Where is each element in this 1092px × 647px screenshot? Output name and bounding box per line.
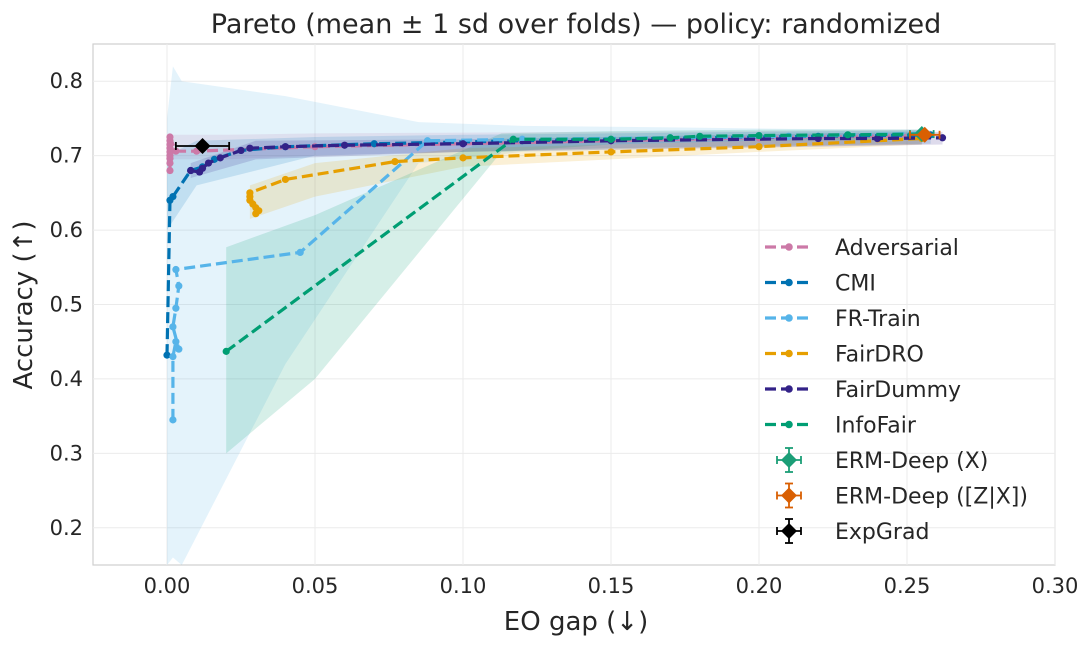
x-tick-label: 0.15: [588, 574, 635, 598]
fairdummy-point: [814, 134, 822, 143]
y-tick-label: 0.2: [50, 516, 83, 540]
x-tick-label: 0.20: [736, 574, 783, 598]
y-tick-label: 0.4: [50, 367, 83, 391]
fairdummy-line: [190, 136, 943, 174]
x-tick-label: 0.10: [440, 574, 487, 598]
fairdummy-point: [873, 134, 882, 143]
fr-train-point: [169, 323, 177, 331]
fairdummy-point: [237, 146, 245, 155]
expgrad-marker: [194, 137, 211, 154]
legend-cmi-label: CMI: [835, 272, 876, 297]
legend-erm-deep-x-marker: [781, 452, 797, 468]
y-tick-label: 0.6: [50, 218, 83, 242]
legend-erm-deep-z-x-label: ERM-Deep ([Z|X]): [835, 485, 1028, 510]
legend-adversarial-label: Adversarial: [835, 236, 959, 261]
x-tick-label: 0.00: [144, 574, 191, 598]
legend-fr-train-dot: [785, 314, 793, 322]
baseline-markers: [174, 126, 941, 154]
fr-train-point: [423, 137, 432, 145]
fairdummy-point: [341, 141, 349, 149]
legend-erm-deep-x-label: ERM-Deep (X): [835, 449, 988, 474]
infofair-line: [225, 132, 925, 353]
series-lines: [163, 129, 947, 424]
legend-infofair-dot: [785, 420, 793, 429]
fr-train-point: [169, 353, 177, 361]
fr-train-point: [175, 345, 183, 353]
y-axis-label: Accuracy (↑): [9, 220, 39, 389]
legend-fairdummy-dot: [785, 385, 793, 393]
fairdro-point: [281, 175, 289, 184]
fr-train-point: [175, 282, 183, 290]
legend-fairdro-dot: [785, 349, 793, 358]
fairdummy-point: [198, 164, 207, 172]
tick-labels: 0.00 0.05 0.10 0.15 0.20 0.25 0.30 0.2 0.3 0.4 0.5…: [50, 69, 1079, 598]
infofair-point: [696, 132, 704, 140]
y-tick-label: 0.7: [50, 144, 83, 168]
legend-infofair-label: InfoFair: [835, 414, 917, 439]
adversarial-point: [166, 166, 174, 175]
x-tick-label: 0.05: [292, 574, 339, 598]
fairdummy-point: [204, 159, 213, 167]
infofair-point: [844, 131, 852, 139]
fr-train-sd-band: [167, 66, 922, 565]
legend-cmi-dot: [785, 278, 793, 287]
chart-title: Pareto (mean ± 1 sd over folds) — policy…: [211, 9, 941, 40]
legend-adversarial-dot: [785, 243, 793, 251]
y-tick-label: 0.8: [50, 69, 83, 93]
fairdummy-point: [938, 134, 947, 142]
x-tick-label: 0.30: [1032, 574, 1079, 598]
legend-fairdummy-label: FairDummy: [835, 378, 961, 403]
fr-train-point: [172, 304, 180, 312]
infofair-point: [755, 131, 763, 140]
y-tick-label: 0.3: [50, 441, 83, 465]
fairdro-point: [459, 154, 467, 162]
x-tick-label: 0.25: [884, 574, 931, 598]
fairdro-sd-band: [249, 133, 922, 219]
adversarial-point: [172, 147, 180, 155]
cmi-point: [169, 192, 177, 201]
fairdro-point: [607, 148, 615, 156]
cmi-point: [163, 351, 171, 359]
adversarial-point: [166, 133, 174, 141]
fairdummy-point: [216, 154, 224, 162]
x-axis-label: EO gap (↓): [504, 607, 648, 637]
fairdummy-point: [459, 140, 467, 148]
fairdummy-point: [246, 144, 254, 152]
legend-erm-deep-z-x-marker: [781, 487, 797, 504]
legend-fairdro-label: FairDRO: [835, 343, 924, 368]
fairdro-point: [246, 189, 254, 197]
legend-expgrad-label: ExpGrad: [835, 520, 929, 545]
fr-train-point: [172, 338, 180, 346]
fr-train-point: [169, 416, 177, 424]
infofair-point: [222, 347, 230, 355]
grid: [93, 44, 1056, 565]
fairdro-point: [391, 157, 399, 166]
legend: Adversarial CMI FR-Train FairDRO FairDummy In…: [765, 236, 1028, 545]
infofair-point: [666, 134, 674, 142]
fairdummy-point: [281, 143, 289, 151]
legend-fr-train-label: FR-Train: [835, 307, 921, 332]
fairdummy-point: [187, 166, 195, 175]
y-tick-label: 0.5: [50, 293, 83, 317]
cmi-sd-band: [167, 130, 931, 231]
fr-train-point: [172, 265, 180, 274]
infofair-point: [509, 135, 517, 143]
infofair-point: [607, 135, 615, 143]
cmi-point: [370, 140, 378, 148]
fr-train-point: [296, 248, 304, 256]
legend-expgrad-marker: [781, 523, 797, 539]
fairdro-point: [755, 143, 763, 151]
infofair-sd-band: [226, 129, 925, 454]
erm-deep-z-x-marker: [916, 126, 933, 143]
